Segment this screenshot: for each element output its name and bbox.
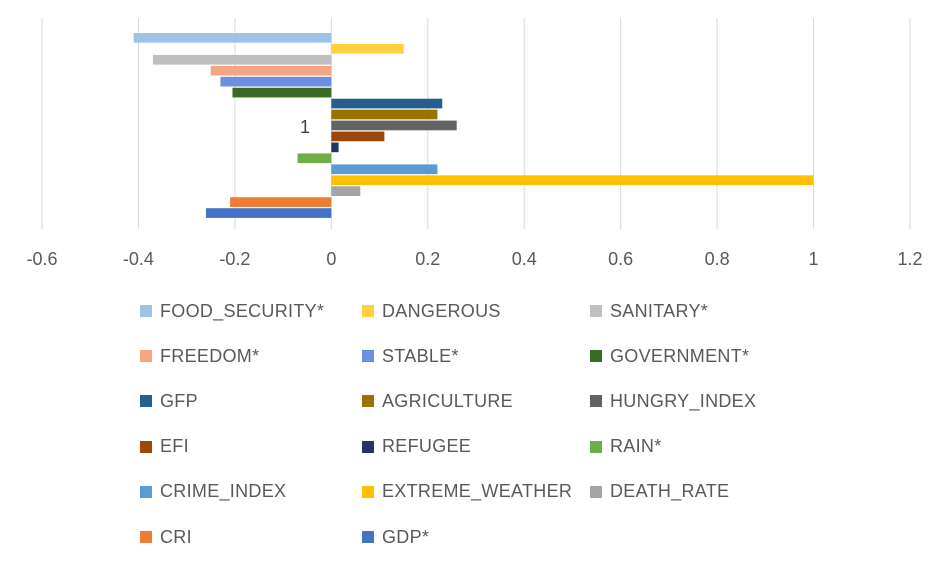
legend-item: REFUGEE (362, 436, 471, 458)
legend-item: GFP (140, 390, 198, 412)
bar-rain (297, 153, 332, 164)
legend-item: RAIN* (590, 436, 662, 458)
legend-label: GOVERNMENT* (610, 345, 750, 366)
x-tick-label: -0.6 (26, 249, 57, 269)
category-labels: 1 (300, 117, 310, 137)
legend-item: AGRICULTURE (362, 390, 513, 412)
legend-item: EFI (140, 436, 189, 458)
bar-hungry-index (331, 120, 457, 131)
bar-efi (331, 131, 385, 142)
legend-swatch (140, 305, 152, 317)
bar-gdp (205, 208, 332, 218)
bar-government (232, 87, 332, 98)
bar-cri (230, 197, 332, 207)
legend-swatch (590, 395, 602, 408)
legend-item: SANITARY* (590, 300, 708, 322)
legend-swatch (140, 350, 152, 363)
x-tick-label: -0.4 (123, 249, 154, 269)
legend-swatch (362, 440, 374, 453)
legend-item: DEATH_RATE (590, 481, 729, 503)
legend-swatch (140, 485, 152, 498)
bar-gfp (331, 98, 443, 109)
legend-item: FREEDOM* (140, 345, 259, 367)
legend-label: STABLE* (382, 345, 459, 366)
x-tick-label: -0.2 (219, 249, 250, 269)
legend-swatch (590, 350, 602, 363)
bar-agriculture (331, 109, 438, 120)
legend-item: FOOD_SECURITY* (140, 300, 324, 322)
legend-swatch (590, 485, 602, 498)
legend-label: FOOD_SECURITY* (160, 300, 325, 321)
bars (133, 33, 814, 218)
legend-label: REFUGEE (382, 436, 472, 457)
legend-label: DANGEROUS (382, 300, 501, 321)
legend-swatch (362, 531, 374, 543)
legend-item: HUNGRY_INDEX (590, 390, 756, 412)
legend-item: GOVERNMENT* (590, 345, 749, 367)
legend-label: CRIME_INDEX (160, 481, 287, 502)
bar-refugee (331, 142, 339, 153)
legend-label: RAIN* (610, 436, 662, 457)
x-tick-label: 1.2 (897, 249, 922, 269)
legend-label: FREEDOM* (160, 345, 260, 366)
x-tick-label: 0 (326, 249, 336, 269)
legend-label: AGRICULTURE (382, 390, 513, 411)
x-tick-label: 0.6 (608, 249, 633, 269)
bar-extreme-weather (331, 175, 814, 186)
legend-item: EXTREME_WEATHER (362, 481, 572, 503)
bar-food-security (133, 33, 332, 43)
legend-label: SANITARY* (610, 300, 709, 321)
bar-crime-index (331, 164, 438, 175)
legend-item: STABLE* (362, 345, 459, 367)
bar-freedom (210, 65, 332, 76)
legend-swatch (140, 395, 152, 408)
x-tick-label: 0.8 (705, 249, 730, 269)
legend-label: EFI (160, 436, 189, 457)
x-tick-label: 1 (809, 249, 819, 269)
legend-label: GFP (160, 390, 198, 411)
legend-item: CRI (140, 526, 192, 548)
legend-swatch (140, 440, 152, 453)
legend-swatch (140, 531, 152, 543)
legend-swatch (362, 395, 374, 408)
x-tick-label: 0.2 (415, 249, 440, 269)
legend-swatch (362, 305, 374, 317)
legend-label: EXTREME_WEATHER (382, 481, 573, 502)
legend-item: CRIME_INDEX (140, 481, 286, 503)
legend-label: GDP* (382, 526, 430, 547)
legend-label: DEATH_RATE (610, 481, 730, 502)
category-label: 1 (300, 117, 310, 137)
bar-dangerous (331, 43, 404, 54)
x-tick-label: 0.4 (512, 249, 537, 269)
legend-item: GDP* (362, 526, 429, 548)
legend-item: DANGEROUS (362, 300, 501, 322)
legend-label: CRI (160, 526, 192, 547)
bar-death-rate (331, 186, 361, 196)
legend-swatch (362, 350, 374, 363)
legend-swatch (590, 440, 602, 453)
legend-swatch (590, 305, 602, 317)
legend-label: HUNGRY_INDEX (610, 390, 757, 411)
x-axis-tick-labels: -0.6 -0.4 -0.2 0 0.2 0.4 0.6 0.8 1 1.2 (26, 249, 922, 269)
bar-stable (220, 76, 332, 87)
bar-sanitary (152, 54, 332, 65)
legend-swatch (362, 485, 374, 498)
